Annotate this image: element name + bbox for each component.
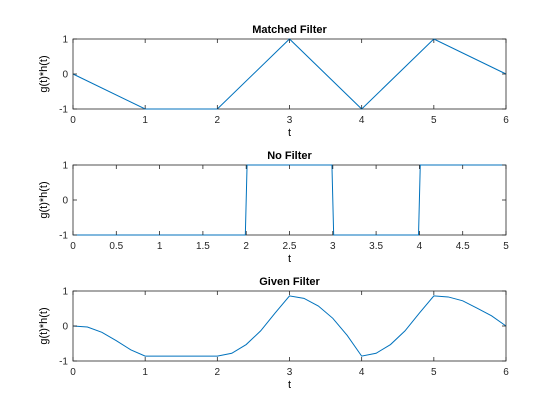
x-tick-label: 2 <box>243 241 249 252</box>
axes-box <box>72 164 507 236</box>
y-tick-label: 1 <box>62 287 68 298</box>
y-tick-label: 1 <box>62 35 68 46</box>
x-tick-label: 6 <box>503 367 509 378</box>
chart-title: Matched Filter <box>252 24 327 36</box>
series-line-1 <box>72 295 507 357</box>
x-tick-label: 4 <box>417 241 423 252</box>
y-tick-label: -1 <box>59 105 68 116</box>
x-tick-label: 1.5 <box>196 241 210 252</box>
y-axis-label: g(t)*h(t) <box>38 181 50 218</box>
x-axis-label: t <box>288 379 291 391</box>
chart-title: Given Filter <box>259 276 320 288</box>
y-axis-label: g(t)*h(t) <box>38 307 50 344</box>
y-tick-label: -1 <box>59 231 68 242</box>
y-tick-label: 1 <box>62 161 68 172</box>
x-tick-label: 0 <box>70 367 76 378</box>
x-tick-label: 0 <box>70 241 76 252</box>
x-tick-label: 2 <box>215 367 221 378</box>
x-tick-label: 4 <box>359 367 365 378</box>
x-tick-label: 1 <box>157 241 163 252</box>
x-axis-label: t <box>288 127 291 139</box>
x-tick-label: 1 <box>142 115 148 126</box>
x-tick-label: 3.5 <box>369 241 383 252</box>
axes-box <box>72 38 507 110</box>
x-tick-label: 2 <box>215 115 221 126</box>
series-line-1 <box>73 164 506 236</box>
x-tick-label: 5 <box>431 367 437 378</box>
x-tick-label: 0.5 <box>109 241 123 252</box>
y-tick-label: 0 <box>62 196 68 207</box>
y-tick-label: -1 <box>59 357 68 368</box>
chart-title: No Filter <box>267 150 312 162</box>
x-tick-label: 4.5 <box>456 241 470 252</box>
x-tick-label: 3 <box>287 115 293 126</box>
x-tick-label: 3 <box>330 241 336 252</box>
x-tick-label: 3 <box>287 367 293 378</box>
x-tick-label: 5 <box>503 241 509 252</box>
y-tick-label: 0 <box>62 70 68 81</box>
y-tick-label: 0 <box>62 322 68 333</box>
x-tick-label: 2.5 <box>283 241 297 252</box>
x-tick-label: 4 <box>359 115 365 126</box>
x-tick-label: 0 <box>70 115 76 126</box>
x-tick-label: 5 <box>431 115 437 126</box>
y-axis-label: g(t)*h(t) <box>38 55 50 92</box>
x-axis-label: t <box>288 253 291 265</box>
axes-box <box>72 290 507 362</box>
x-tick-label: 1 <box>142 367 148 378</box>
x-tick-label: 6 <box>503 115 509 126</box>
